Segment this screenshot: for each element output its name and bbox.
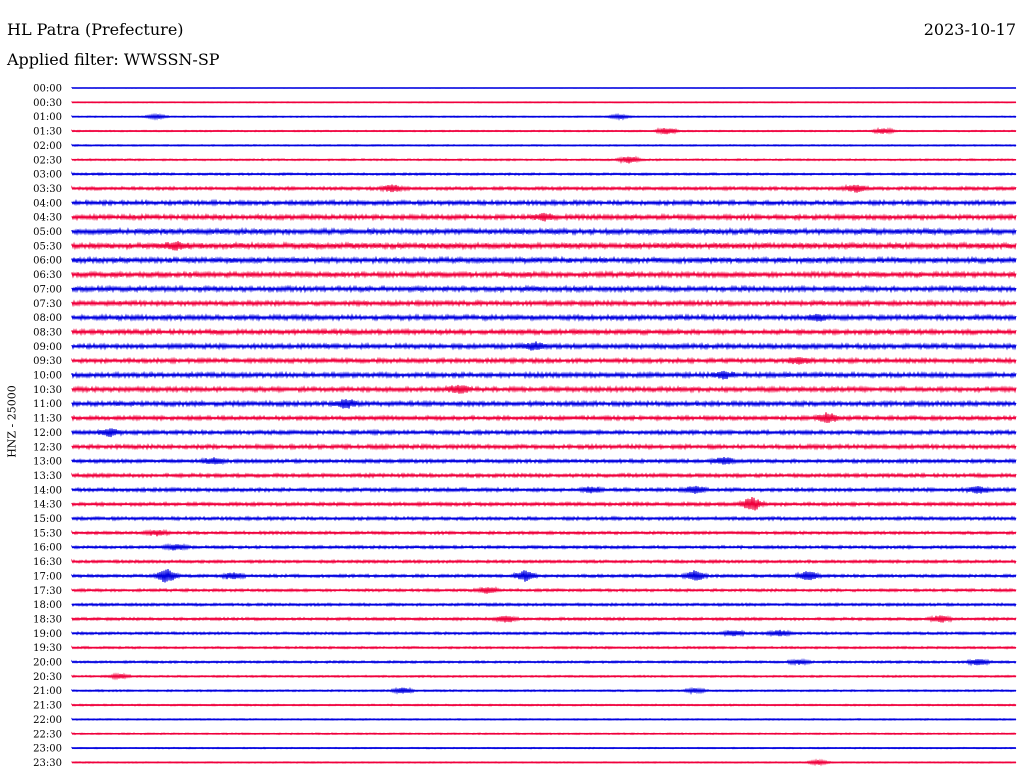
time-label-1830: 18:30 [33, 614, 62, 625]
time-label-0600: 06:00 [33, 256, 62, 267]
time-label-0930: 09:30 [33, 356, 62, 367]
time-label-0230: 02:30 [33, 155, 62, 166]
time-label-1530: 15:30 [33, 528, 62, 539]
time-label-2000: 20:00 [33, 658, 62, 669]
time-label-1900: 19:00 [33, 629, 62, 640]
time-label-0730: 07:30 [33, 299, 62, 310]
time-label-1430: 14:30 [33, 500, 62, 511]
time-label-1700: 17:00 [33, 571, 62, 582]
time-label-1100: 11:00 [33, 399, 62, 410]
time-label-0400: 04:00 [33, 198, 62, 209]
time-label-2200: 22:00 [33, 715, 62, 726]
time-label-2300: 23:00 [33, 744, 62, 755]
station-title: HL Patra (Prefecture) [7, 20, 184, 39]
time-label-1630: 16:30 [33, 557, 62, 568]
time-label-0830: 08:30 [33, 327, 62, 338]
time-label-1130: 11:30 [33, 414, 62, 425]
time-label-1930: 19:30 [33, 643, 62, 654]
time-label-group: 00:00 00:30 01:00 01:30 02:00 02:30 03:00 03:30… [33, 84, 62, 769]
time-label-1200: 12:00 [33, 428, 62, 439]
record-date: 2023-10-17 [923, 20, 1016, 39]
time-label-1300: 13:00 [33, 457, 62, 468]
time-label-0000: 00:00 [33, 84, 62, 95]
time-label-0900: 09:00 [33, 342, 62, 353]
time-label-1500: 15:00 [33, 514, 62, 525]
time-label-0500: 05:00 [33, 227, 62, 238]
filter-label: Applied filter: WWSSN-SP [7, 50, 220, 69]
time-label-0330: 03:30 [33, 184, 62, 195]
time-label-1800: 18:00 [33, 600, 62, 611]
time-label-0630: 06:30 [33, 270, 62, 281]
time-label-0800: 08:00 [33, 313, 62, 324]
time-label-2030: 20:30 [33, 672, 62, 683]
time-label-1330: 13:30 [33, 471, 62, 482]
time-label-1230: 12:30 [33, 442, 62, 453]
time-label-2100: 21:00 [33, 686, 62, 697]
time-label-2130: 21:30 [33, 701, 62, 712]
time-label-0700: 07:00 [33, 284, 62, 295]
time-label-2230: 22:30 [33, 729, 62, 740]
time-label-0130: 01:30 [33, 127, 62, 138]
time-label-1730: 17:30 [33, 586, 62, 597]
time-label-1030: 10:30 [33, 385, 62, 396]
time-label-1600: 16:00 [33, 543, 62, 554]
trace-group [71, 87, 1017, 767]
time-label-2330: 23:30 [33, 758, 62, 769]
time-label-0530: 05:30 [33, 241, 62, 252]
time-label-0200: 02:00 [33, 141, 62, 152]
time-label-1000: 10:00 [33, 371, 62, 382]
time-label-0030: 00:30 [33, 98, 62, 109]
time-label-1400: 14:00 [33, 485, 62, 496]
time-label-0300: 03:00 [33, 170, 62, 181]
time-label-0430: 04:30 [33, 213, 62, 224]
time-label-0100: 01:00 [33, 112, 62, 123]
